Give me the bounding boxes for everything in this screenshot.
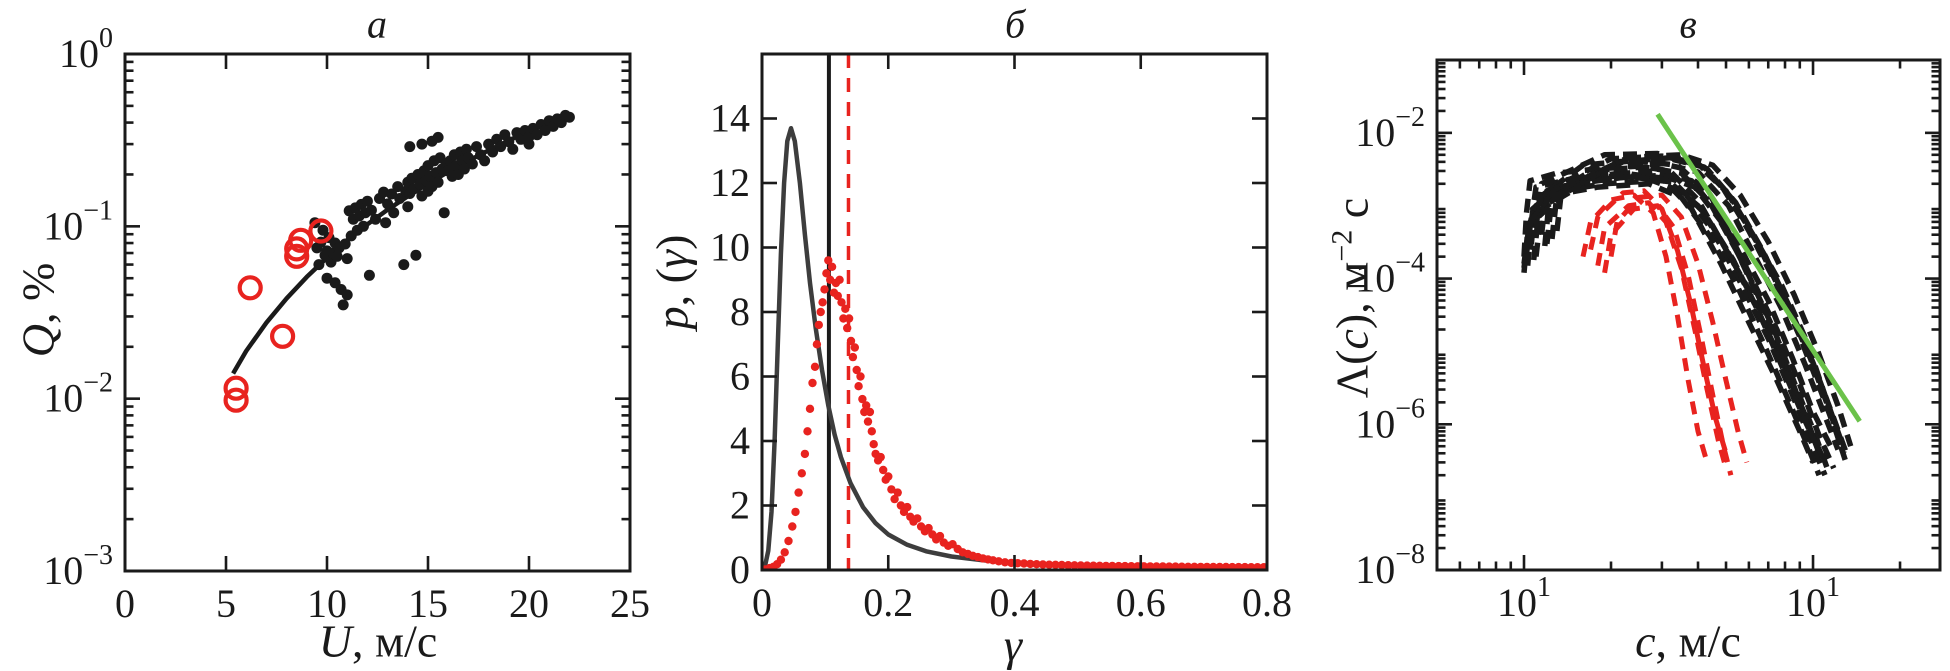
plot-series-area [1521,112,1862,477]
y-tick-label: 12 [710,160,750,205]
lambda-curve-red [1608,192,1750,464]
x-tick-label: 0.8 [1242,580,1292,625]
plot-frame [760,52,1269,572]
y-axis-label-v: Λ(c), м−2 с [1325,197,1378,399]
x-axis-label-v: c, м/с [1635,615,1741,668]
x-tick-label: 20 [509,581,549,626]
x-tick-label: 101 [1497,572,1551,625]
x-tick-label: 101 [1786,572,1840,625]
y-tick-label: 10−3 [43,540,113,593]
y-tick-label: 10−8 [1355,539,1425,592]
x-tick-label: 25 [610,581,650,626]
lambda-curve-red [1602,203,1734,476]
x-axis-label-a: U, м/с [319,615,438,668]
lambda-curve-red [1588,188,1729,455]
x-tick-label: 10 [307,581,347,626]
x-axis-label-b: γ [1004,619,1022,671]
lambda-curve-black [1521,172,1830,470]
y-tick-label: 10−2 [1355,102,1425,155]
y-tick-label: 10−2 [43,368,113,421]
axis-ticks [760,54,1269,572]
lambda-curve-black [1549,154,1851,459]
panel-v-title: в [1679,1,1697,47]
x-axis-variable-b: γ [1003,619,1023,671]
lambda-curve-black [1524,170,1816,464]
panel-a: 0 5 10 15 20 25 100 10−1 10−2 10−3 [43,23,650,626]
y-tick-label: 8 [730,289,750,334]
x-tick-label: 0 [115,581,135,626]
y-tick-label: 4 [730,418,750,463]
y-tick-label: 10−6 [1355,393,1425,446]
y-axis-variable-a: Q [12,324,64,358]
panel-a-title: a [367,1,387,47]
y-tick-label: 10−1 [43,195,113,248]
y-axis-label-a: Q, % [12,263,65,358]
y-axis-label-b: p, (γ) [646,234,698,330]
y-tick-label: 6 [730,354,750,399]
y-axis-units-a: , % [12,262,64,325]
lambda-curve-black [1527,164,1826,459]
axis-ticks [123,52,632,573]
lambda-curve-black [1554,152,1854,448]
x-tick-label: 15 [408,581,448,626]
plot-series-area [762,54,1267,570]
panel-b: 0 0.2 0.4 0.6 0.8 0 2 4 6 8 10 12 14 [710,52,1292,625]
y-tick-label: 2 [730,483,750,528]
fit-curve [231,111,571,375]
x-axis-variable-a: U [318,615,352,667]
y-tick-label: 14 [710,96,750,141]
x-tick-label: 0 [752,580,772,625]
y-tick-label: 10−4 [1355,248,1425,301]
power-law-guide-line [1655,112,1862,423]
x-tick-label: 0.4 [990,580,1040,625]
x-tick-label: 5 [216,581,236,626]
lambda-curve-black [1533,150,1849,464]
x-axis-units-a: , м/с [351,615,438,667]
lambda-curve-black [1542,160,1841,451]
lambda-curve-black [1528,157,1834,448]
y-tick-label: 100 [59,23,113,76]
lambda-curve-black [1521,163,1822,455]
x-tick-label: 0.6 [1116,580,1166,625]
lambda-curve-black [1523,172,1820,448]
plot-series-area [223,109,575,413]
x-axis-variable-v: c [1635,615,1656,667]
y-tick-label: 0 [730,547,750,592]
axis-ticks [1437,60,1940,572]
plot-frame [123,52,632,573]
panel-v: 101 101 10−2 10−4 10−6 10−8 [1355,58,1942,625]
buoy-measurement-rings [223,218,334,413]
model-pdf-curve [762,125,1267,570]
x-tick-label: 0.2 [863,580,913,625]
y-tick-label: 10 [710,225,750,270]
lambda-curve-black [1521,181,1822,477]
lambda-curve-red [1595,200,1729,469]
plot-frame [1435,58,1942,572]
lambda-curve-red [1580,192,1710,464]
panel-b-title: б [1004,1,1026,47]
empirical-pdf-dots [762,256,1267,570]
tower-measurement-dots [309,109,575,311]
x-axis-units-v: , м/с [1655,615,1741,667]
